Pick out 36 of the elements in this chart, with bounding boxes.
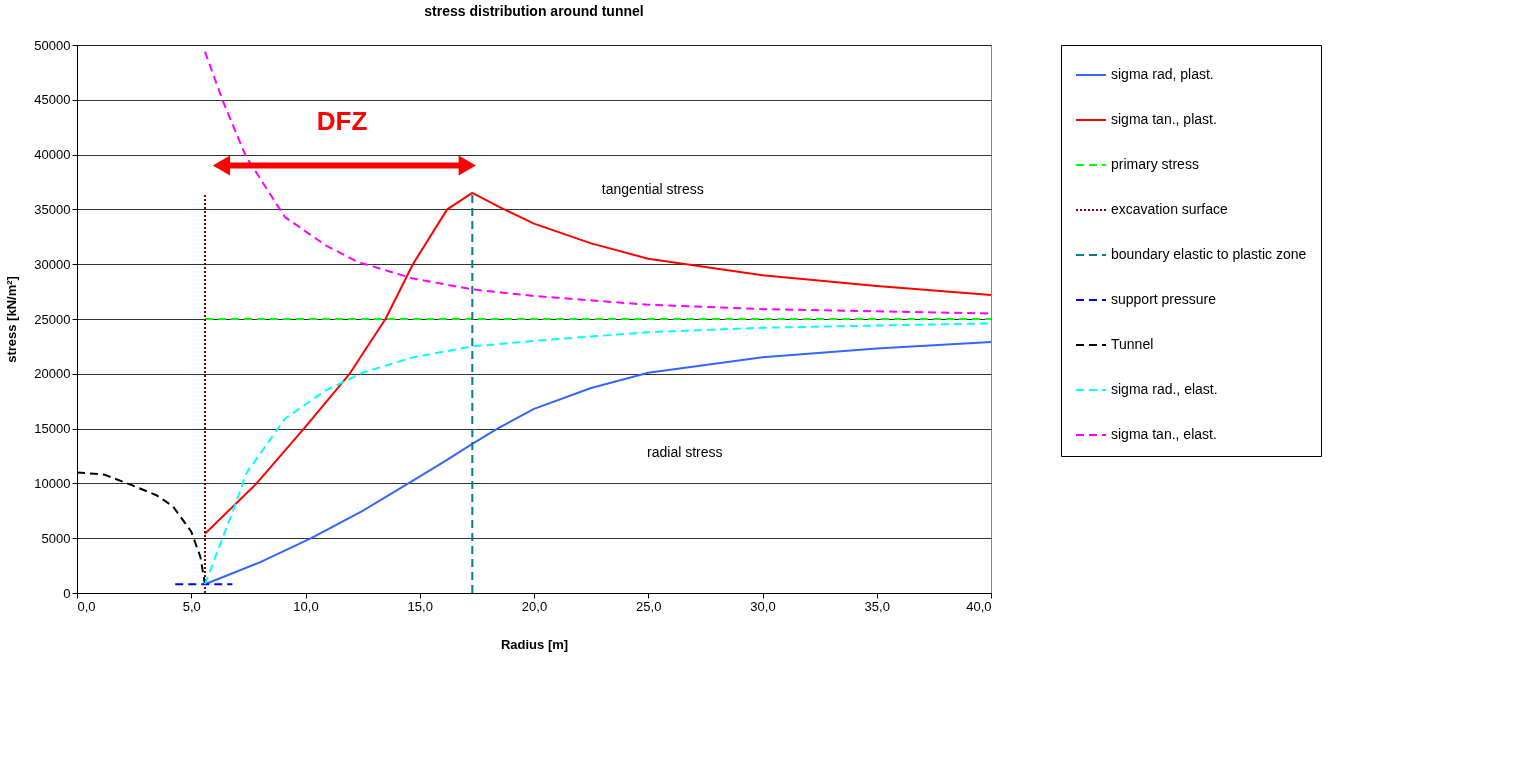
annotation: DFZ: [316, 105, 368, 136]
x-tick-label: 35,0: [864, 598, 890, 614]
y-axis-title: stress [kN/m²]: [4, 276, 20, 363]
legend-label: sigma rad, plast.: [1111, 66, 1214, 82]
annotation: radial stress: [647, 444, 723, 461]
chart-title: stress distribution around tunnel: [424, 3, 644, 19]
x-tick-label: 40,0: [966, 598, 992, 614]
x-axis-title: Radius [m]: [500, 636, 569, 652]
line-series: [203, 50, 991, 315]
annotation: tangential stress: [601, 181, 704, 198]
y-tick-label: 35000: [34, 201, 71, 217]
y-tick-label: 10000: [34, 475, 71, 491]
y-tick-label: 45000: [34, 92, 71, 108]
y-tick-label: 20000: [34, 366, 71, 382]
legend-label: Tunnel: [1111, 336, 1154, 352]
y-tick-label: 0: [63, 585, 71, 601]
y-tick-label: 50000: [34, 37, 71, 53]
y-tick-label: 5000: [41, 530, 71, 546]
legend-label: excavation surface: [1111, 201, 1228, 217]
x-tick-label: 5,0: [182, 598, 201, 614]
legend-label: sigma tan., elast.: [1111, 426, 1217, 442]
x-tick-label: 30,0: [750, 598, 776, 614]
y-tick-label: 15000: [34, 421, 71, 437]
legend-label: boundary elastic to plastic zone: [1111, 246, 1307, 262]
x-tick-label: 10,0: [293, 598, 319, 614]
x-tick-label: 25,0: [636, 598, 662, 614]
y-tick-label: 40000: [34, 147, 71, 163]
y-tick-label: 30000: [34, 256, 71, 272]
legend-label: support pressure: [1111, 291, 1217, 307]
legend-label: sigma rad., elast.: [1111, 381, 1218, 397]
x-tick-label: 20,0: [521, 598, 548, 614]
legend-label: sigma tan., plast.: [1111, 111, 1217, 127]
legend-label: primary stress: [1111, 156, 1199, 172]
x-tick-label: 15,0: [407, 598, 433, 614]
x-tick-label: 0,0: [77, 598, 96, 614]
y-tick-label: 25000: [34, 311, 71, 327]
